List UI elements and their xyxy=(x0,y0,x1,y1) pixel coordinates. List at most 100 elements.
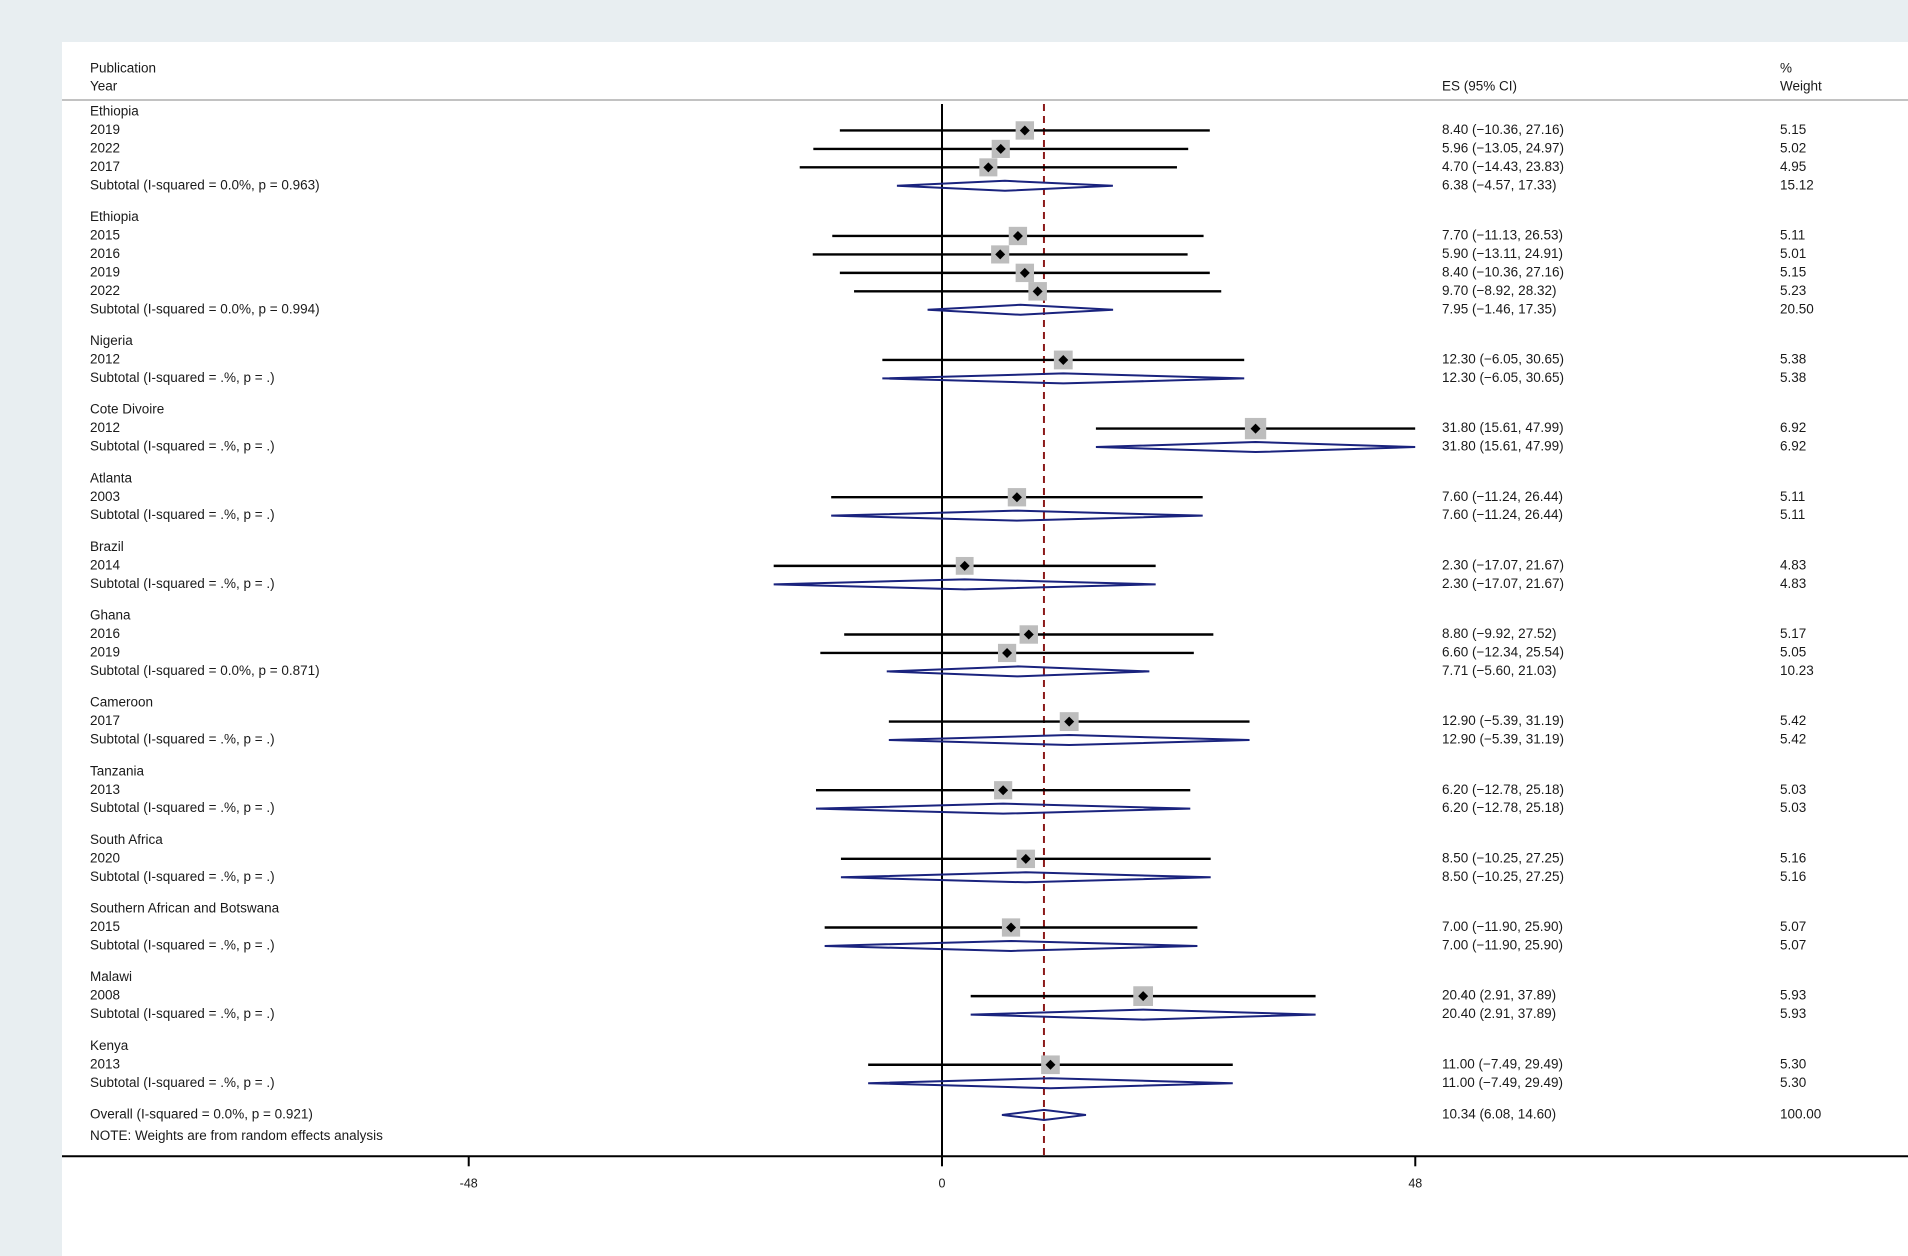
study-es-ci: 5.96 (−13.05, 24.97) xyxy=(1442,140,1564,155)
x-tick-label: 48 xyxy=(1408,1177,1422,1191)
subtotal-es-ci: 6.38 (−4.57, 17.33) xyxy=(1442,177,1556,192)
study-year-label: 2012 xyxy=(90,352,120,367)
study-weight: 5.03 xyxy=(1780,782,1806,797)
group-label: Malawi xyxy=(90,969,132,984)
study-year-label: 2014 xyxy=(90,557,121,572)
group-label: Cote Divoire xyxy=(90,402,164,417)
study-point-estimate xyxy=(1020,853,1031,864)
subtotal-es-ci: 20.40 (2.91, 37.89) xyxy=(1442,1006,1556,1021)
study-weight: 5.11 xyxy=(1780,489,1805,504)
study-point-estimate xyxy=(998,785,1009,796)
group-label: Kenya xyxy=(90,1038,129,1053)
subtotal-diamond xyxy=(886,665,1150,678)
group-label: Ethiopia xyxy=(90,209,139,224)
subtotal-weight: 4.83 xyxy=(1780,576,1806,591)
study-es-ci: 12.90 (−5.39, 31.19) xyxy=(1442,713,1564,728)
study-year-label: 2013 xyxy=(90,782,120,797)
study-year-label: 2012 xyxy=(90,420,120,435)
study-es-ci: 4.70 (−14.43, 23.83) xyxy=(1442,159,1564,174)
study-point-estimate xyxy=(1011,492,1022,503)
study-year-label: 2022 xyxy=(90,140,120,155)
study-es-ci: 9.70 (−8.92, 28.32) xyxy=(1442,283,1556,298)
study-year-label: 2008 xyxy=(90,988,120,1003)
subtotal-label: Subtotal (I-squared = .%, p = .) xyxy=(90,576,275,591)
study-year-label: 2017 xyxy=(90,159,120,174)
study-weight: 4.95 xyxy=(1780,159,1806,174)
study-point-estimate xyxy=(1006,922,1017,933)
subtotal-es-ci: 11.00 (−7.49, 29.49) xyxy=(1442,1075,1563,1090)
subtotal-label: Subtotal (I-squared = 0.0%, p = 0.871) xyxy=(90,663,320,678)
header-weight: Weight xyxy=(1780,79,1822,94)
subtotal-es-ci: 7.00 (−11.90, 25.90) xyxy=(1442,938,1563,953)
study-weight: 5.16 xyxy=(1780,850,1806,865)
overall-weight: 100.00 xyxy=(1780,1107,1821,1122)
study-es-ci: 2.30 (−17.07, 21.67) xyxy=(1442,557,1564,572)
study-point-estimate xyxy=(1023,629,1034,640)
study-year-label: 2022 xyxy=(90,283,120,298)
overall-diamond xyxy=(1001,1108,1087,1121)
study-point-estimate xyxy=(1032,286,1043,297)
header-year: Year xyxy=(90,79,118,94)
subtotal-es-ci: 6.20 (−12.78, 25.18) xyxy=(1442,800,1564,815)
group-label: Nigeria xyxy=(90,333,133,348)
subtotal-label: Subtotal (I-squared = 0.0%, p = 0.994) xyxy=(90,301,320,316)
subtotal-label: Subtotal (I-squared = .%, p = .) xyxy=(90,800,275,815)
study-point-estimate xyxy=(959,560,970,571)
study-year-label: 2003 xyxy=(90,489,120,504)
x-tick-label: -48 xyxy=(460,1177,478,1191)
subtotal-label: Subtotal (I-squared = .%, p = .) xyxy=(90,1006,275,1021)
study-point-estimate xyxy=(1064,716,1075,727)
study-year-label: 2020 xyxy=(90,850,120,865)
study-point-estimate xyxy=(995,143,1006,154)
weights-note: NOTE: Weights are from random effects an… xyxy=(90,1128,383,1143)
subtotal-weight: 20.50 xyxy=(1780,301,1814,316)
study-year-label: 2016 xyxy=(90,246,120,261)
study-year-label: 2015 xyxy=(90,919,120,934)
study-weight: 4.83 xyxy=(1780,557,1806,572)
study-point-estimate xyxy=(1019,267,1030,278)
subtotal-label: Subtotal (I-squared = .%, p = .) xyxy=(90,507,275,522)
study-es-ci: 31.80 (15.61, 47.99) xyxy=(1442,420,1564,435)
subtotal-diamond xyxy=(824,939,1198,952)
study-es-ci: 20.40 (2.91, 37.89) xyxy=(1442,988,1556,1003)
group-label: Atlanta xyxy=(90,470,133,485)
group-label: Brazil xyxy=(90,539,124,554)
overall-es-ci: 10.34 (6.08, 14.60) xyxy=(1442,1107,1556,1122)
study-es-ci: 8.40 (−10.36, 27.16) xyxy=(1442,264,1564,279)
study-point-estimate xyxy=(1019,125,1030,136)
subtotal-weight: 5.07 xyxy=(1780,938,1806,953)
subtotal-diamond xyxy=(868,1077,1233,1090)
group-label: South Africa xyxy=(90,832,163,847)
study-point-estimate xyxy=(1002,647,1013,658)
subtotal-weight: 5.11 xyxy=(1780,507,1805,522)
study-es-ci: 8.50 (−10.25, 27.25) xyxy=(1442,850,1564,865)
header-publication: Publication xyxy=(90,61,156,76)
subtotal-label: Subtotal (I-squared = .%, p = .) xyxy=(90,439,275,454)
study-point-estimate xyxy=(1138,991,1149,1002)
study-weight: 5.15 xyxy=(1780,264,1806,279)
study-es-ci: 12.30 (−6.05, 30.65) xyxy=(1442,352,1564,367)
subtotal-label: Subtotal (I-squared = .%, p = .) xyxy=(90,732,275,747)
study-year-label: 2017 xyxy=(90,713,120,728)
study-weight: 5.93 xyxy=(1780,988,1806,1003)
study-point-estimate xyxy=(1045,1059,1056,1070)
study-year-label: 2019 xyxy=(90,264,120,279)
subtotal-weight: 6.92 xyxy=(1780,439,1806,454)
subtotal-diamond xyxy=(831,509,1203,522)
study-point-estimate xyxy=(1250,423,1261,434)
forest-plot: Publication Year ES (95% CI)% Weight Ethiopi… xyxy=(62,61,1908,1191)
subtotal-es-ci: 2.30 (−17.07, 21.67) xyxy=(1442,576,1564,591)
study-weight: 5.11 xyxy=(1780,228,1805,243)
study-weight: 5.05 xyxy=(1780,645,1806,660)
study-year-label: 2019 xyxy=(90,122,120,137)
study-weight: 5.15 xyxy=(1780,122,1806,137)
forest-plot-panel: Publication Year ES (95% CI)% Weight Ethiopi… xyxy=(62,42,1908,1256)
study-weight: 5.01 xyxy=(1780,246,1806,261)
study-weight: 5.30 xyxy=(1780,1056,1806,1071)
subtotal-weight: 5.30 xyxy=(1780,1075,1806,1090)
study-year-label: 2019 xyxy=(90,645,120,660)
study-point-estimate xyxy=(983,162,994,173)
group-label: Cameroon xyxy=(90,695,153,710)
subtotal-diamond xyxy=(773,578,1156,591)
study-weight: 5.07 xyxy=(1780,919,1806,934)
